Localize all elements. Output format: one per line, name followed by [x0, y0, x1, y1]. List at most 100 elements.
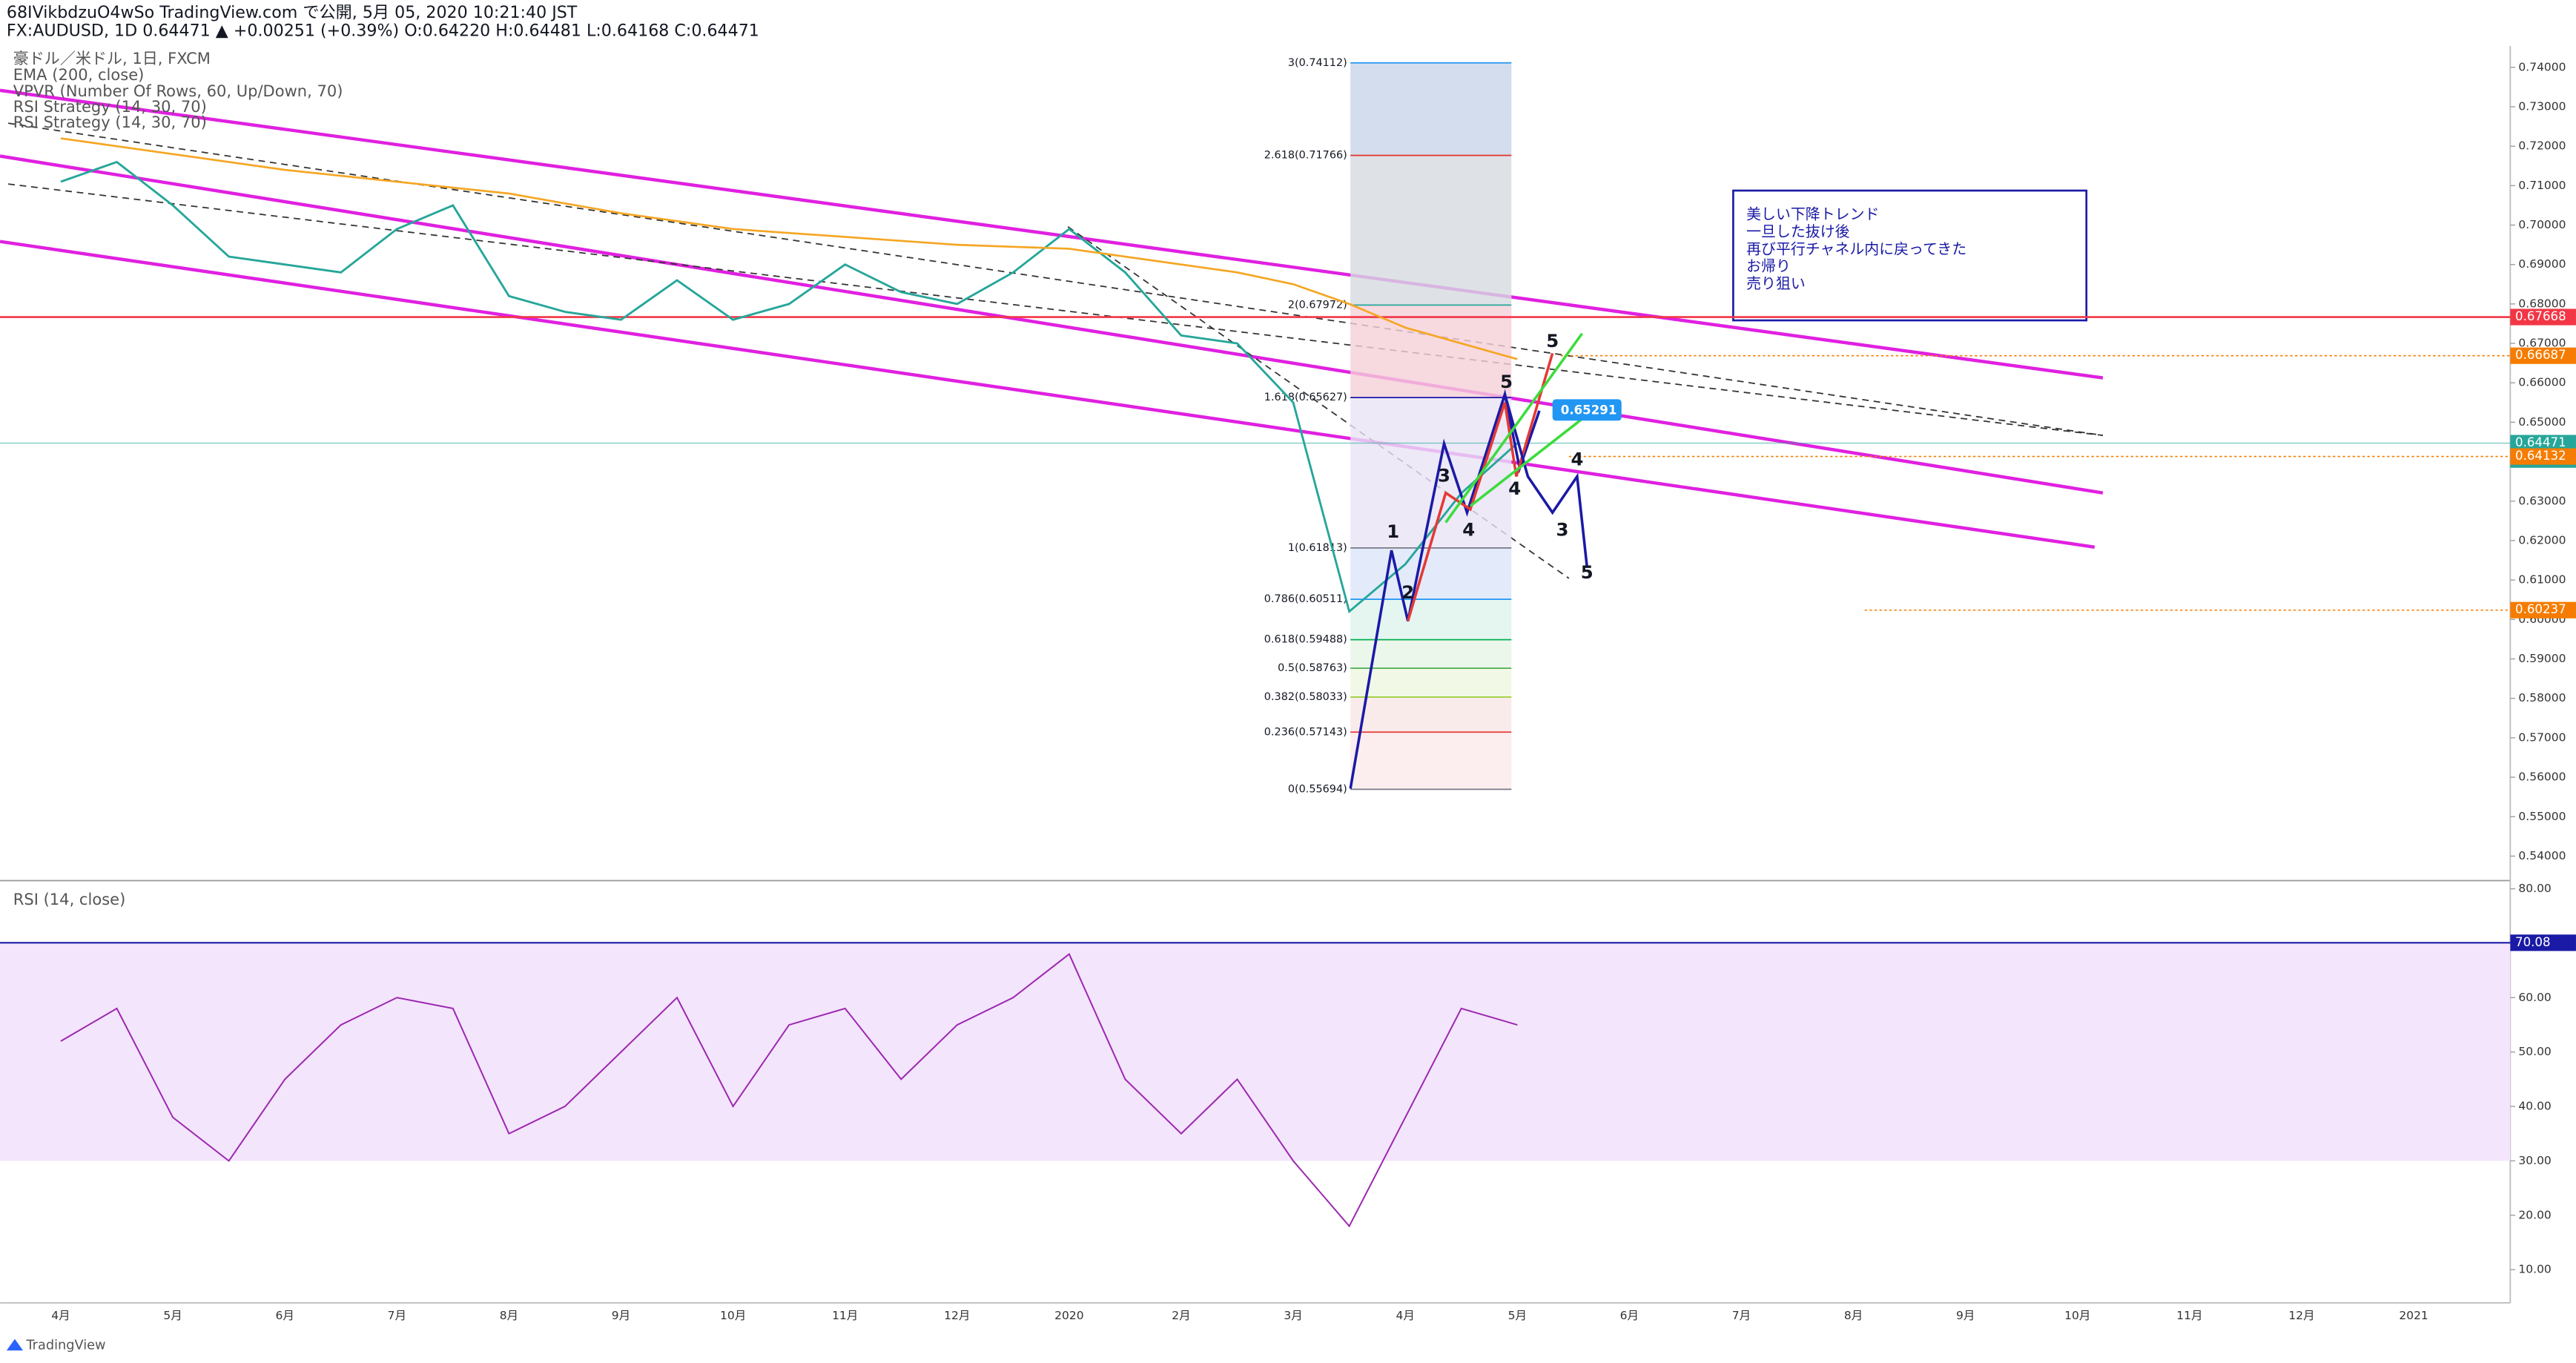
- price-tag-bg: [2510, 448, 2576, 465]
- x-tick-label: 6月: [276, 1309, 294, 1322]
- price-tag-bg: [2510, 435, 2576, 452]
- x-tick-label: 3月: [1284, 1309, 1302, 1322]
- x-tick-label: 9月: [1956, 1309, 1975, 1322]
- brand-logo: [6, 1339, 24, 1351]
- rsi-legend: RSI (14, close): [13, 890, 126, 908]
- rsi-tick-label: 50.00: [2518, 1045, 2551, 1058]
- ema-line: [60, 137, 1518, 360]
- fib-label: 0.236(0.57143): [1264, 726, 1347, 738]
- price-tag-bg: [2510, 601, 2576, 618]
- note-line: お帰り: [1746, 258, 1791, 275]
- channel-line: [0, 240, 2096, 549]
- y-tick-label: 0.65000: [2518, 415, 2566, 429]
- note-line: 美しい下降トレンド: [1746, 206, 1879, 223]
- x-tick-label: 2月: [1172, 1309, 1190, 1322]
- fib-label: 0(0.55694): [1288, 783, 1347, 795]
- price-tag: 0.64471: [2515, 435, 2566, 449]
- y-tick-label: 0.55000: [2518, 810, 2566, 823]
- x-tick-label: 4月: [51, 1309, 70, 1322]
- price-tag-bg: [2510, 308, 2576, 326]
- y-tick-label: 0.59000: [2518, 652, 2566, 665]
- x-tick-label: 12月: [2288, 1309, 2314, 1322]
- x-tick-label: 8月: [1844, 1309, 1863, 1322]
- y-tick-label: 0.66000: [2518, 376, 2566, 389]
- x-tick-label: 2021: [2399, 1309, 2428, 1322]
- note-box: [1732, 189, 2088, 322]
- y-tick-label: 0.57000: [2518, 730, 2566, 744]
- fib-label: 1(0.61813): [1288, 542, 1347, 554]
- wave-path: [1349, 389, 1541, 789]
- wave-label: 4: [1462, 519, 1475, 541]
- wedge-line: [1469, 418, 1583, 507]
- y-tick-label: 0.61000: [2518, 573, 2566, 587]
- fib-label: 3(0.74112): [1288, 57, 1347, 69]
- price-tag-bg: [2510, 347, 2576, 364]
- price-tag: 0.64132: [2515, 449, 2566, 463]
- rsi-tick-label: 80.00: [2518, 882, 2551, 895]
- fib-label: 0.786(0.60511): [1264, 593, 1347, 605]
- fib-zone: [1350, 732, 1512, 790]
- fib-label: 0.382(0.58033): [1264, 691, 1347, 703]
- y-tick-label: 0.63000: [2518, 494, 2566, 507]
- y-tick-label: 0.72000: [2518, 139, 2566, 153]
- wave-label: 3: [1556, 519, 1569, 541]
- fib-label: 2(0.67972): [1288, 299, 1347, 311]
- target-tag-bg: [1552, 399, 1622, 421]
- channels: [0, 88, 2104, 549]
- rsi-level-tag: 70.08: [2515, 935, 2551, 949]
- y-tick-label: 0.58000: [2518, 691, 2566, 704]
- fib-label: 0.5(0.58763): [1278, 662, 1347, 674]
- y-tick-label: 0.70000: [2518, 218, 2566, 231]
- fib-zone: [1350, 599, 1512, 640]
- y-tick-label: 0.62000: [2518, 533, 2566, 547]
- y-tick-label: 0.56000: [2518, 770, 2566, 784]
- fib-label: 1.618(0.65627): [1264, 392, 1347, 403]
- rsi-band: [0, 943, 2511, 1161]
- rsi-tick-label: 40.00: [2518, 1100, 2551, 1113]
- note-line: 再び平行チャネル内に戻ってきた: [1746, 240, 1966, 257]
- trend-line: [7, 122, 2104, 436]
- note-line: 一旦した抜け後: [1746, 223, 1850, 240]
- y-tick-label: 0.73000: [2518, 99, 2566, 113]
- x-tick-label: 11月: [2176, 1309, 2202, 1322]
- x-tick-label: 12月: [944, 1309, 970, 1322]
- brand: TradingView: [25, 1339, 105, 1353]
- y-tick-label: 0.69000: [2518, 257, 2566, 271]
- x-tick-label: 10月: [720, 1309, 746, 1322]
- fib-zone: [1350, 668, 1512, 697]
- x-tick-label: 4月: [1396, 1309, 1415, 1322]
- fib-zone: [1350, 639, 1512, 669]
- price-tag: 0.67668: [2515, 309, 2566, 323]
- legend-entry: EMA (200, close): [13, 65, 145, 84]
- indicator-entry: VPVR (Number Of Rows, 60, Up/Down, 70): [13, 82, 343, 100]
- y-tick-label: 0.54000: [2518, 849, 2566, 862]
- y-tick-label: 0.68000: [2518, 297, 2566, 310]
- x-tick-label: 9月: [612, 1309, 630, 1322]
- y-tick-label: 0.67000: [2518, 337, 2566, 350]
- rsi-tick-label: 60.00: [2518, 991, 2551, 1004]
- x-tick-label: 5月: [1508, 1309, 1527, 1322]
- indicator-entry: RSI Strategy (14, 30, 70): [13, 113, 207, 131]
- x-tick-label: 5月: [163, 1309, 182, 1322]
- price-tag: 0.60237: [2515, 602, 2566, 616]
- header-title: 68IVikbdzuO4wSo TradingView.com で公開, 5月 …: [7, 3, 578, 22]
- fib-zone: [1350, 305, 1512, 398]
- wave-label: 2: [1401, 581, 1414, 603]
- channel-line: [0, 88, 2104, 380]
- rsi-level-tag-bg: [2510, 934, 2576, 951]
- x-tick-label: 7月: [388, 1309, 406, 1322]
- wave-label: 1: [1387, 521, 1399, 542]
- fib-label: 0.618(0.59488): [1264, 634, 1347, 646]
- rsi-line: [60, 952, 1518, 1228]
- y-tick-label: 0.71000: [2518, 179, 2566, 192]
- wave-label: 4: [1508, 478, 1521, 499]
- indicator-entry: RSI Strategy (14, 30, 70): [13, 97, 207, 116]
- rsi-tick-label: 10.00: [2518, 1263, 2551, 1276]
- wedge-line: [1444, 332, 1584, 524]
- fib-zone: [1350, 397, 1512, 548]
- fib-zone: [1350, 547, 1512, 600]
- price-line-series: [60, 160, 1519, 614]
- header-quote: FX:AUDUSD, 1D 0.64471 ▲ +0.00251 (+0.39%…: [7, 22, 759, 41]
